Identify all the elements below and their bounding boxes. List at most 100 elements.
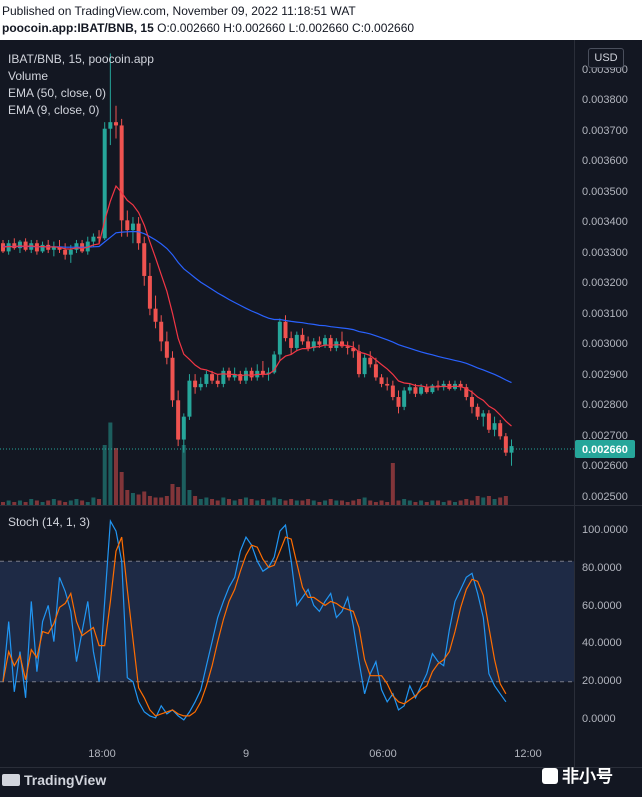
volume-bar [85,502,90,505]
ema-layer [2,184,512,427]
candle-body [402,390,407,407]
volume-bar [323,500,328,505]
volume-bar [368,500,373,505]
candle-body [323,338,328,345]
candle-body [419,387,424,394]
currency-button[interactable]: USD [588,48,624,68]
volume-bar [119,472,124,505]
candle-body [340,341,344,347]
candle-body [277,321,282,355]
stoch-tick-label: 60.0000 [582,600,622,612]
candle-body [249,370,254,378]
volume-bar [373,502,378,505]
volume-bar [351,500,356,505]
volume-bar [430,500,435,505]
published-line: Published on TradingView.com, November 0… [2,4,356,18]
ohlc-line: poocoin.app:IBAT/BNB, 15 O:0.002660 H:0.… [2,21,414,35]
candle-body [102,128,107,239]
volume-bar [210,499,215,505]
volume-bar [402,499,407,505]
candle-body [17,241,22,249]
open-value: 0.002660 [169,21,220,35]
volume-bar [289,499,294,505]
watermark-text: 非小号 [562,767,613,786]
candle-body [40,244,45,252]
stoch-tick-label: 40.0000 [582,637,622,649]
volume-bar [238,499,243,505]
stoch-tick-label: 80.0000 [582,562,622,574]
candle-body [1,243,5,252]
volume-bar [91,497,96,505]
price-tick-label: 0.002900 [582,369,628,381]
candle-body [356,351,361,375]
volume-bar [436,500,441,505]
candle-body [125,220,130,231]
price-tick-label: 0.003300 [582,247,628,259]
time-tick-label: 9 [243,748,249,760]
volume-bar [125,490,130,505]
candle-body [23,241,28,250]
volume-bar [294,500,299,505]
candle-body [503,436,508,453]
watermark-icon [542,768,558,784]
chart-svg[interactable]: 0.0039000.0038000.0037000.0036000.003500… [0,40,642,792]
candle-body [170,357,175,401]
candle-body [97,236,102,239]
low-value: 0.002660 [298,21,349,35]
price-tick-label: 0.003700 [582,125,628,137]
candle-body [153,308,158,322]
candle-body [469,397,474,407]
volume-bar [142,491,147,505]
volume-bar [300,500,305,505]
chart-area[interactable]: 0.003900 0.003800 0.003700 0.003600 0.003500… [0,40,642,792]
candle-body [210,374,215,381]
tradingview-logo[interactable]: TradingView [2,772,106,788]
candle-body [396,397,401,407]
volume-bar [215,500,220,505]
volume-bar [29,499,34,505]
volume-bar [46,500,51,505]
volume-bar [379,500,384,505]
candle-body [147,275,152,309]
ema9-line [2,184,512,427]
footer: TradingView [0,768,642,792]
close-label: C: [352,21,365,35]
time-tick-label: 06:00 [369,748,397,760]
candle-body [85,241,90,252]
price-tick-label: 0.003800 [582,94,628,106]
volume-bar [424,502,429,505]
candle-body [328,338,333,348]
high-value: 0.002660 [235,21,286,35]
legend-stoch: Stoch (14, 1, 3) [8,515,91,529]
candle-body [6,243,11,252]
open-label: O: [157,21,170,35]
candle-body [260,370,265,375]
price-tick-label: 0.002600 [582,460,628,472]
volume-bar [328,499,333,505]
low-label: L: [288,21,299,35]
volume-bar [260,499,265,505]
volume-bar [277,499,282,505]
candle-body [464,387,469,398]
grid-layer [0,40,642,792]
volume-bar [486,496,491,505]
candle-body [193,380,198,388]
candle-body [317,341,322,345]
volume-bar [153,497,158,505]
candle-body [232,374,237,378]
volume-bar [419,500,424,505]
volume-bar [266,500,271,505]
stoch-tick-label: 20.0000 [582,675,622,687]
volume-bar [130,493,135,505]
candle-body [91,236,96,242]
candle-body [368,357,373,365]
tradingview-logo-icon [2,774,20,786]
volume-bar [441,502,446,505]
axis-layer: 0.0039000.0038000.0037000.0036000.003500… [0,64,635,760]
candle-body [430,385,435,393]
volume-bar [57,500,62,505]
volume-bar [198,499,203,505]
candle-body [243,370,248,381]
price-axis-bg [574,40,642,792]
volume-bar [34,500,39,505]
